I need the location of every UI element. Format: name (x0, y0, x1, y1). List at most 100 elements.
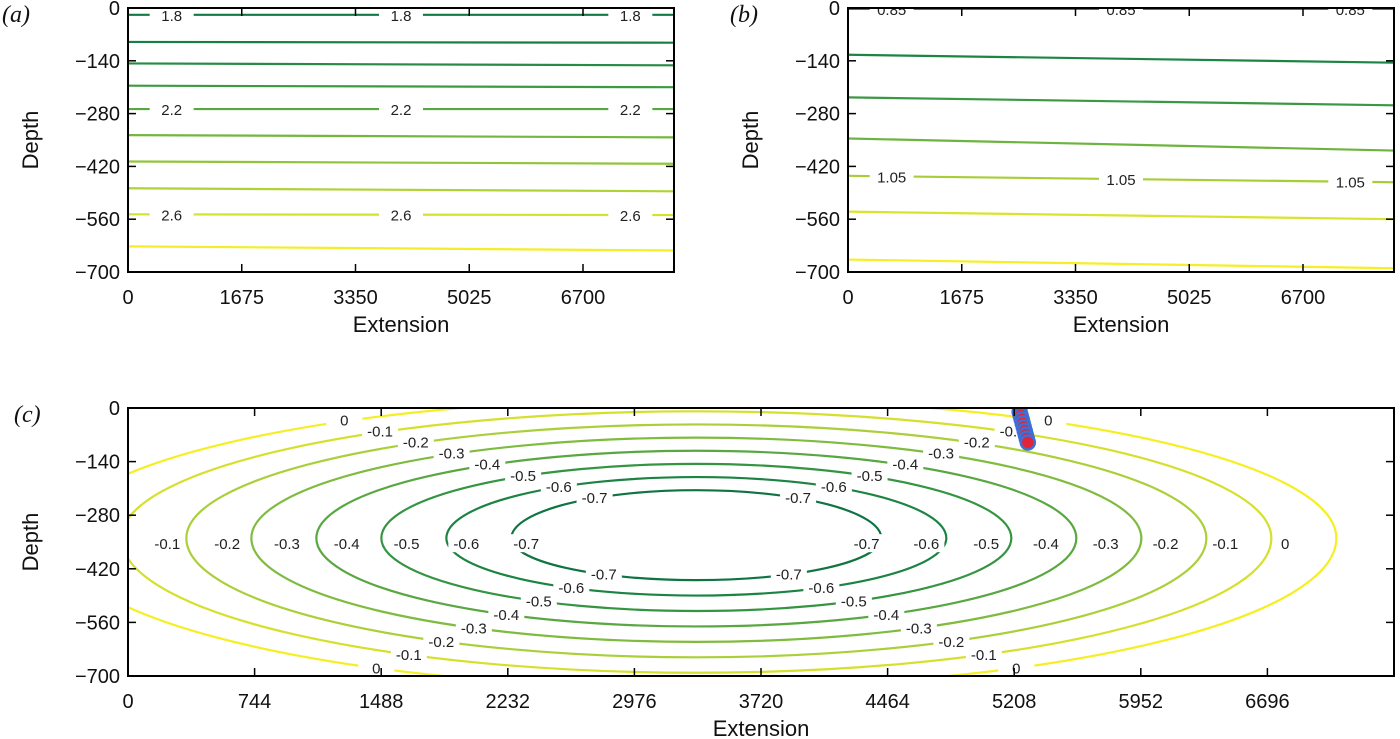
y-tick-label: −700 (75, 666, 120, 688)
contour-label: -0.3 (906, 620, 932, 637)
y-tick-label: −420 (75, 156, 120, 178)
contour-label: -0.4 (1033, 536, 1059, 553)
contour-label: 0 (103, 536, 111, 553)
contour-label-bg (608, 99, 653, 120)
contour-label: 1.05 (1336, 175, 1365, 192)
contour-label-bg (423, 631, 460, 650)
contour-line (848, 53, 1394, 64)
contour-label-bg (815, 476, 852, 495)
axes-frame (127, 407, 1395, 677)
contour-label-bg (803, 578, 840, 597)
contour-label-bg (326, 410, 363, 429)
contour-label-bg (868, 604, 905, 623)
contour-label-bg (469, 454, 506, 473)
axes-frame (847, 7, 1395, 273)
panel-label: (b) (730, 2, 758, 28)
y-tick-label: −420 (795, 156, 840, 178)
contour-label-bg (770, 564, 807, 583)
panel-a: (a) 1.8 1.8 1.8 2.2 2.2 2.2 2.6 2.6 2.6 0 1675 3350 5… (2, 0, 675, 337)
contour-label-bg (998, 658, 1035, 676)
y-tick-label: −560 (75, 209, 120, 231)
contour-label-bg (1030, 410, 1067, 429)
contour-label-bg (1328, 8, 1373, 19)
y-axis-label: Depth (18, 513, 43, 572)
contour-label: 0 (372, 661, 380, 678)
contour-label-bg (149, 534, 186, 553)
contour-label-bg (520, 591, 557, 610)
contour-line (128, 62, 674, 67)
contour-label: -0.1 (154, 536, 180, 553)
x-tick-label: 1488 (359, 691, 404, 713)
x-tick-label: 6700 (561, 287, 606, 309)
contour-label-bg (608, 204, 653, 225)
contour-label: -0.5 (973, 536, 999, 553)
y-axis-label: Depth (18, 111, 43, 170)
contour-line (510, 489, 883, 582)
contour-label: 0.85 (1336, 2, 1365, 19)
contour-label: -0.1 (367, 424, 393, 441)
contour-label-bg (90, 534, 126, 552)
contour-label: 1.8 (161, 8, 182, 25)
contour-label: -0.2 (938, 634, 964, 651)
panel-c: (c) 0 00 00 0-0.1 -0.1-0.1 -0.1-0.1 -0.1-0.2 -0.… (14, 398, 1395, 739)
contour-label: -0.7 (591, 567, 617, 584)
y-tick-label: −280 (75, 505, 120, 527)
contour-label: -0.5 (526, 594, 552, 611)
contour-label: -0.1 (971, 647, 997, 664)
x-tick-label: 1675 (220, 287, 265, 309)
contour-label: -0.7 (582, 490, 608, 507)
x-tick-label: 0 (122, 287, 133, 309)
contour-label: -0.7 (785, 490, 811, 507)
y-tick-label: −560 (795, 209, 840, 231)
contour-line (128, 408, 1338, 676)
contour-label: -0.3 (1093, 536, 1119, 553)
panel-label: (c) (14, 402, 41, 428)
x-tick-label: 2232 (486, 691, 531, 713)
x-tick-label: 0 (842, 287, 853, 309)
contour-label-bg (505, 465, 542, 484)
contour-label: 2.6 (620, 208, 641, 225)
contour-label: -0.5 (510, 468, 536, 485)
contour-label: 0.85 (1106, 2, 1135, 19)
contour-label: 0.85 (877, 2, 906, 19)
contour-label: -0.4 (493, 607, 519, 624)
contour-label-bg (1207, 534, 1244, 553)
x-tick-label: 0 (122, 691, 133, 713)
contour-label-bg (149, 8, 194, 25)
contour-label-bg (869, 8, 914, 19)
x-tick-label: 744 (238, 691, 271, 713)
plot-area: 0.85 0.85 0.85 1.05 1.05 1.05 (848, 2, 1394, 270)
contour-label-bg (488, 604, 525, 623)
contour-label-bg (149, 99, 194, 120)
contour-label-bg (933, 631, 970, 650)
contour-label-bg (848, 534, 885, 553)
x-tick-label: 2976 (612, 691, 657, 713)
contour-label: -0.2 (428, 634, 454, 651)
y-tick-label: 0 (829, 0, 840, 20)
contour-label-bg (585, 564, 622, 583)
contour-label-bg (455, 618, 492, 637)
contour-label-bg (540, 476, 577, 495)
contour-label: 0 (340, 413, 348, 430)
y-tick-label: 0 (109, 398, 120, 420)
contour-label: -0.6 (821, 479, 847, 496)
x-tick-label: 5952 (1119, 691, 1164, 713)
contour-label: -0.1 (396, 647, 422, 664)
contour-label-bg (1328, 171, 1373, 192)
contour-label-bg (209, 534, 246, 553)
contour-label-bg (965, 645, 1002, 664)
axes-frame (127, 7, 675, 273)
contour-label-bg (1267, 534, 1304, 553)
contour-label: 1.05 (1106, 172, 1135, 189)
contour-label-bg (390, 645, 427, 664)
contour-label: 1.05 (877, 169, 906, 186)
contour-label: -0.3 (274, 536, 300, 553)
contour-label: 2.2 (161, 102, 182, 119)
contour-label: -0.4 (334, 536, 360, 553)
contour-label: 2.2 (620, 102, 641, 119)
contour-line (128, 187, 674, 193)
contour-label: 2.2 (391, 102, 412, 119)
y-tick-label: −700 (795, 262, 840, 284)
contour-label: -0.5 (841, 594, 867, 611)
